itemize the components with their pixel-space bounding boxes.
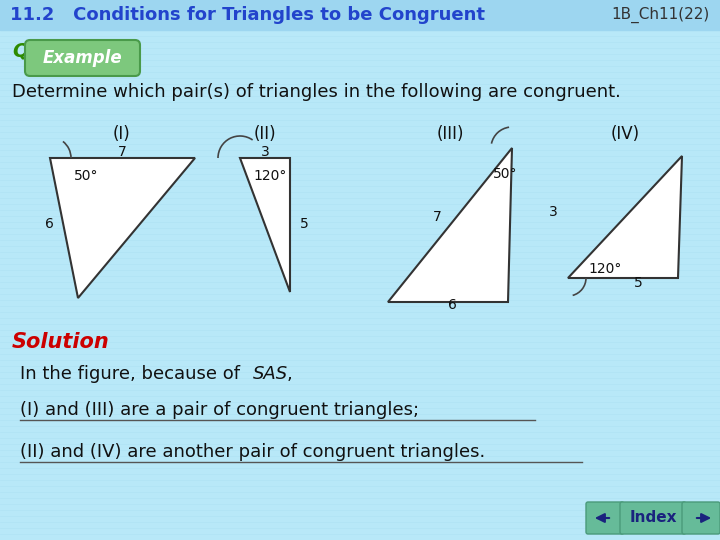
FancyBboxPatch shape (25, 40, 140, 76)
FancyBboxPatch shape (682, 502, 720, 534)
Text: 5: 5 (300, 217, 309, 231)
Text: ,: , (287, 365, 293, 383)
Text: 50°: 50° (493, 167, 518, 181)
Polygon shape (388, 148, 512, 302)
Text: Determine which pair(s) of triangles in the following are congruent.: Determine which pair(s) of triangles in … (12, 83, 621, 101)
Text: 3: 3 (549, 205, 558, 219)
Text: (III): (III) (436, 125, 464, 143)
Text: (I): (I) (113, 125, 131, 143)
Text: Solution: Solution (12, 332, 109, 352)
Text: (IV): (IV) (611, 125, 639, 143)
Text: Example: Example (42, 49, 122, 67)
FancyBboxPatch shape (586, 502, 624, 534)
Text: 120°: 120° (253, 169, 287, 183)
Bar (0, 0, 720, 30)
Text: (II): (II) (253, 125, 276, 143)
Text: 7: 7 (433, 210, 442, 224)
Text: 50°: 50° (74, 169, 99, 183)
Text: Quick: Quick (12, 42, 73, 60)
Text: 11.2   Conditions for Triangles to be Congruent: 11.2 Conditions for Triangles to be Cong… (10, 6, 485, 24)
Text: 5: 5 (634, 276, 642, 290)
Text: 120°: 120° (588, 262, 621, 276)
Text: In the figure, because of: In the figure, because of (20, 365, 246, 383)
Polygon shape (568, 156, 682, 278)
Text: 6: 6 (45, 217, 54, 231)
Text: 3: 3 (261, 145, 269, 159)
Polygon shape (240, 158, 290, 292)
Text: 6: 6 (448, 298, 456, 312)
Text: 1B_Ch11(22): 1B_Ch11(22) (612, 7, 710, 23)
FancyBboxPatch shape (620, 502, 686, 534)
Text: Index: Index (629, 510, 677, 525)
Polygon shape (50, 158, 195, 298)
Text: SAS: SAS (253, 365, 288, 383)
Text: (I) and (III) are a pair of congruent triangles;: (I) and (III) are a pair of congruent tr… (20, 401, 419, 419)
Text: 7: 7 (117, 145, 127, 159)
Text: (II) and (IV) are another pair of congruent triangles.: (II) and (IV) are another pair of congru… (20, 443, 485, 461)
